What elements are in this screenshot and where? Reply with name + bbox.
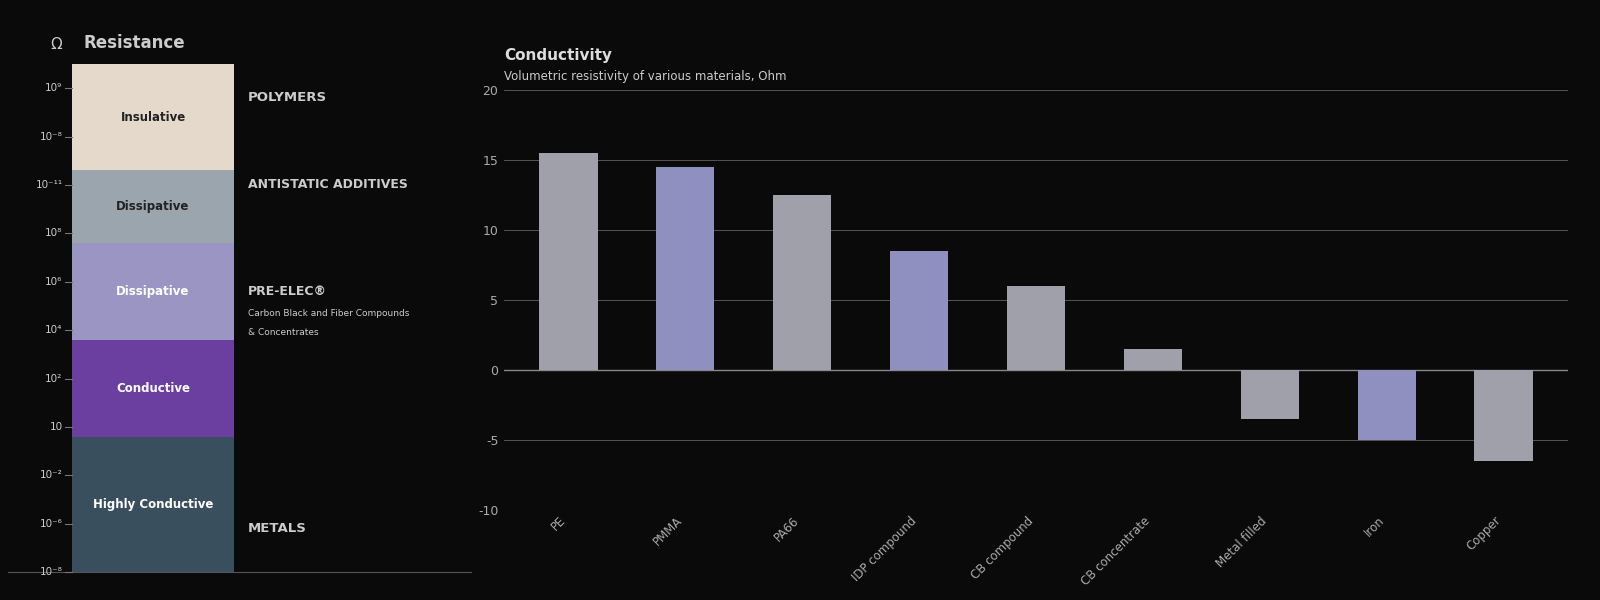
Text: Conductive: Conductive — [115, 382, 190, 395]
Text: Ω: Ω — [51, 37, 62, 52]
Text: 10⁻⁸: 10⁻⁸ — [40, 131, 62, 142]
Text: Conductivity: Conductivity — [504, 48, 611, 63]
Text: & Concentrates: & Concentrates — [248, 328, 318, 337]
Bar — [539, 153, 597, 370]
Bar — [1240, 370, 1299, 419]
Text: 10⁶: 10⁶ — [45, 277, 62, 287]
Text: 10²: 10² — [45, 374, 62, 383]
Bar — [72, 170, 234, 243]
Text: 10⁴: 10⁴ — [45, 325, 62, 335]
Bar — [72, 340, 234, 437]
Text: 10⁹: 10⁹ — [45, 83, 62, 93]
Text: 10⁻⁶: 10⁻⁶ — [40, 519, 62, 529]
Bar — [72, 437, 234, 572]
Bar — [773, 195, 832, 370]
Bar — [1357, 370, 1416, 440]
Bar — [656, 167, 715, 370]
Bar — [890, 251, 949, 370]
Text: PRE-ELEC®: PRE-ELEC® — [248, 285, 326, 298]
Bar — [1006, 286, 1066, 370]
Bar — [1475, 370, 1533, 461]
Text: Carbon Black and Fiber Compounds: Carbon Black and Fiber Compounds — [248, 309, 410, 318]
Text: ANTISTATIC ADDITIVES: ANTISTATIC ADDITIVES — [248, 178, 408, 191]
Text: Highly Conductive: Highly Conductive — [93, 498, 213, 511]
Bar — [1123, 349, 1182, 370]
Text: Resistance: Resistance — [83, 34, 186, 52]
Text: 10⁻²: 10⁻² — [40, 470, 62, 481]
Text: POLYMERS: POLYMERS — [248, 91, 328, 104]
Text: 10⁻⁸: 10⁻⁸ — [40, 568, 62, 577]
Text: Insulative: Insulative — [120, 110, 186, 124]
Text: Dissipative: Dissipative — [117, 285, 190, 298]
Bar — [72, 243, 234, 340]
Bar — [72, 64, 234, 170]
Text: 10⁻¹¹: 10⁻¹¹ — [35, 180, 62, 190]
Text: Dissipative: Dissipative — [117, 200, 190, 213]
Text: METALS: METALS — [248, 522, 307, 535]
Text: Volumetric resistivity of various materials, Ohm: Volumetric resistivity of various materi… — [504, 70, 787, 83]
Text: 10: 10 — [50, 422, 62, 432]
Text: 10⁸: 10⁸ — [45, 229, 62, 238]
